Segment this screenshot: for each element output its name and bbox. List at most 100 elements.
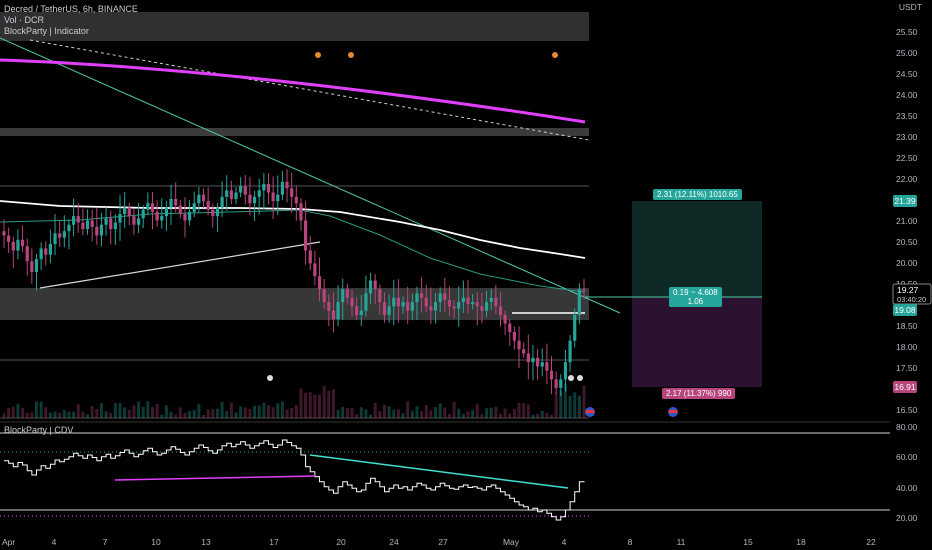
volume-bar <box>322 385 326 418</box>
candle-body <box>99 224 104 236</box>
candle-body <box>280 181 284 195</box>
candle-body <box>290 188 294 197</box>
time-tick-label: 18 <box>796 537 806 547</box>
volume-bar <box>160 414 164 418</box>
candle-body <box>299 203 303 221</box>
volume-bar <box>146 401 150 418</box>
volume-bar <box>485 408 489 418</box>
green-moving-average <box>0 209 586 293</box>
volume-bar <box>396 409 400 418</box>
candle-body <box>424 297 428 307</box>
time-axis[interactable]: Apr 4 7 10 13 17 20 24 27 May 4 8 11 15 18 22 <box>2 537 876 547</box>
candle-body <box>206 201 210 210</box>
volume-bar <box>95 408 99 418</box>
volume-bar <box>536 414 540 418</box>
candle-body <box>471 302 475 305</box>
candle-body <box>336 302 340 320</box>
candle-body <box>531 357 535 363</box>
candle-body <box>573 314 577 341</box>
candle-body <box>410 302 414 311</box>
candle-body <box>447 299 452 307</box>
time-tick-label: 8 <box>628 537 633 547</box>
volume-bar <box>550 414 554 418</box>
volume-bar <box>573 392 577 418</box>
candle-body <box>577 289 581 315</box>
time-tick-label: 17 <box>269 537 279 547</box>
volume-bar <box>7 407 11 418</box>
volume-bar <box>299 388 303 418</box>
volume-bar <box>58 412 62 418</box>
volume-bar <box>127 409 131 418</box>
volume-bar <box>540 410 544 418</box>
candle-body <box>508 323 512 333</box>
time-tick-label: 22 <box>866 537 876 547</box>
candle-body <box>123 207 127 214</box>
candle-body <box>350 297 354 307</box>
volume-bar <box>336 410 340 418</box>
candle-body <box>503 314 507 324</box>
candle-body <box>443 293 447 300</box>
symbol-legend[interactable]: Decred / TetherUS, 6h, BINANCE <box>4 4 138 14</box>
candle-body <box>34 259 39 272</box>
volume-bar <box>30 412 34 418</box>
position-middle-line1: 0.19 ~ 4.608 <box>673 288 718 297</box>
candle-body <box>215 207 220 217</box>
price-tick-label: 25.00 <box>896 48 918 58</box>
volume-bar <box>480 414 484 418</box>
candle-body <box>392 297 396 307</box>
candle-body <box>155 211 159 221</box>
volume-bar <box>44 407 48 418</box>
candle-body <box>7 235 11 242</box>
entry-price-badge <box>893 304 917 316</box>
indicator-legend[interactable]: BlockParty | Indicator <box>4 26 89 36</box>
candle-body <box>457 302 461 309</box>
candle-body <box>58 233 62 238</box>
price-tick-label: 25.50 <box>896 27 918 37</box>
volume-bar <box>21 408 25 418</box>
candle-body <box>517 340 521 350</box>
candle-body <box>48 244 52 255</box>
stop-price-badge <box>893 381 917 393</box>
candle-body <box>183 214 187 221</box>
candle-body <box>76 216 80 223</box>
volume-bar <box>243 407 247 418</box>
candle-body <box>72 216 76 225</box>
volume-bar <box>475 403 479 418</box>
candle-body <box>554 379 558 388</box>
candle-body <box>25 246 29 262</box>
volume-bar <box>16 404 20 418</box>
volume-bar <box>429 410 433 418</box>
candle-body <box>545 362 549 371</box>
candle-body <box>304 220 308 251</box>
position-middle-line2: 1.06 <box>687 297 704 306</box>
countdown-text: 03:40:20 <box>897 295 926 304</box>
candle-body <box>113 222 117 230</box>
candle-body <box>211 209 215 217</box>
time-tick-label: 10 <box>151 537 161 547</box>
volume-bar <box>123 407 127 418</box>
candles <box>2 169 586 397</box>
volume-bar <box>215 408 219 418</box>
volume-bar <box>382 404 386 418</box>
candle-body <box>522 349 526 354</box>
volume-bar <box>164 405 168 418</box>
price-tick-label: 24.50 <box>896 69 918 79</box>
volume-legend[interactable]: Vol · DCR <box>4 15 45 25</box>
candle-body <box>201 194 206 202</box>
candle-body <box>308 250 312 264</box>
candle-body <box>220 196 224 208</box>
volume-bar <box>582 385 586 418</box>
volume-bar <box>350 407 354 418</box>
flag-markers <box>585 407 678 417</box>
cdv-axis[interactable]: 80.00 60.00 40.00 20.00 <box>896 422 918 523</box>
cdv-legend[interactable]: BlockParty | CDV <box>4 425 74 435</box>
volume-bar <box>406 401 410 418</box>
candle-body <box>160 216 164 221</box>
resistance-zone-upper <box>0 128 589 136</box>
candle-body <box>225 190 229 197</box>
target-price-badge <box>893 195 917 207</box>
candle-body <box>62 231 66 238</box>
candle-body <box>475 302 479 307</box>
